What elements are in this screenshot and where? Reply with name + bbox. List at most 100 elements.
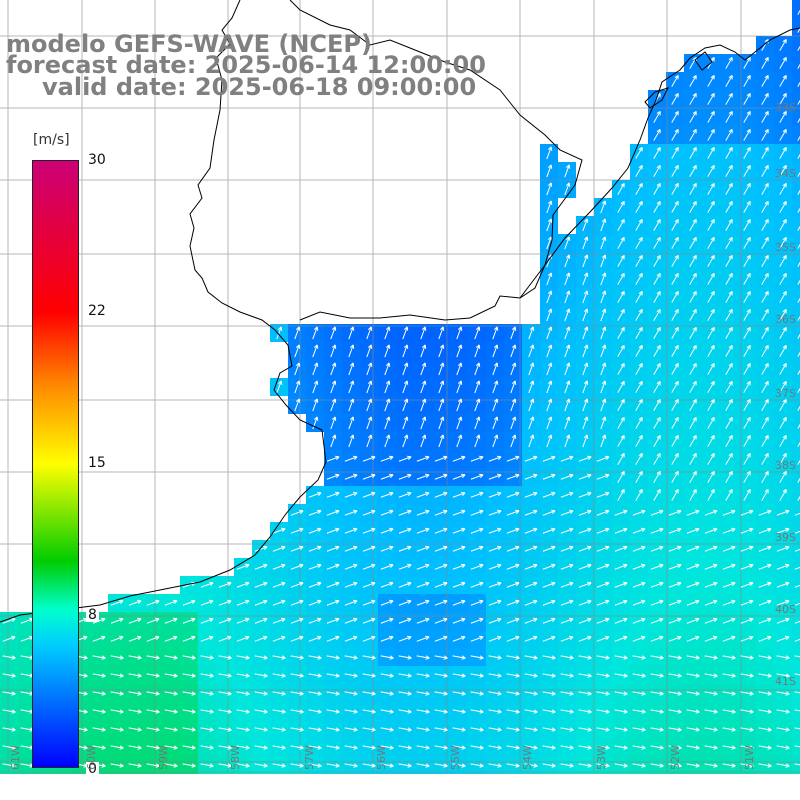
wind-arrow bbox=[452, 455, 466, 462]
wind-arrow bbox=[492, 380, 499, 394]
wind-arrow bbox=[617, 344, 625, 357]
wind-arrow bbox=[797, 189, 800, 195]
wind-arrow bbox=[653, 218, 661, 231]
wind-arrow bbox=[797, 387, 800, 393]
wind-arrow bbox=[668, 527, 682, 534]
wind-arrow bbox=[722, 509, 736, 516]
wind-arrow bbox=[596, 527, 610, 534]
wind-arrow bbox=[797, 333, 800, 339]
wind-arrow bbox=[779, 380, 787, 393]
wind-arrow bbox=[546, 416, 553, 430]
wind-arrow bbox=[510, 362, 517, 376]
wind-arrow bbox=[686, 599, 700, 606]
wind-arrow bbox=[564, 434, 571, 448]
wind-arrow bbox=[326, 527, 340, 534]
wind-arrow bbox=[797, 81, 800, 87]
wind-arrow bbox=[308, 545, 322, 552]
wind-arrow bbox=[578, 509, 592, 516]
wind-arrow bbox=[348, 380, 355, 394]
wind-arrow bbox=[524, 709, 538, 714]
lat-label: 33S bbox=[775, 101, 796, 114]
wind-arrow bbox=[524, 527, 538, 534]
wind-arrow bbox=[614, 727, 628, 732]
wind-arrow bbox=[546, 326, 553, 340]
wind-arrow bbox=[380, 709, 394, 714]
wind-arrow bbox=[470, 599, 484, 606]
wind-arrow bbox=[398, 455, 412, 462]
wind-arrow bbox=[524, 691, 538, 696]
wind-arrow bbox=[290, 635, 304, 642]
wind-arrow bbox=[600, 380, 607, 394]
wind-arrow bbox=[740, 581, 754, 588]
wind-arrow bbox=[524, 491, 538, 498]
wind-arrow bbox=[380, 491, 394, 498]
wind-arrow bbox=[492, 362, 499, 376]
wind-arrow bbox=[761, 488, 769, 501]
wind-arrow bbox=[362, 491, 376, 498]
wind-arrow bbox=[272, 727, 286, 732]
wind-arrow bbox=[290, 617, 304, 624]
wind-arrow bbox=[797, 351, 800, 357]
wind-arrow bbox=[380, 599, 394, 606]
wind-arrow bbox=[600, 236, 607, 250]
wind-arrow bbox=[707, 92, 715, 105]
wind-arrow bbox=[596, 455, 610, 462]
wind-arrow bbox=[506, 455, 520, 462]
wind-arrow bbox=[797, 441, 800, 447]
wind-arrow bbox=[564, 380, 571, 394]
wind-arrow bbox=[794, 727, 800, 730]
wind-arrow bbox=[452, 491, 466, 498]
wind-arrow bbox=[797, 297, 800, 303]
wind-arrow bbox=[416, 763, 430, 768]
wind-arrow bbox=[560, 509, 574, 516]
wind-arrow bbox=[528, 434, 535, 448]
wind-arrow bbox=[635, 146, 643, 159]
wind-cell bbox=[792, 216, 800, 234]
wind-arrow bbox=[761, 146, 769, 159]
wind-arrow bbox=[614, 635, 628, 642]
wind-arrow bbox=[596, 709, 610, 714]
wind-arrow bbox=[398, 509, 412, 516]
wind-arrow bbox=[653, 164, 661, 177]
wind-arrow bbox=[452, 617, 466, 624]
wind-arrow bbox=[254, 581, 268, 588]
wind-arrow bbox=[617, 488, 625, 501]
wind-arrow bbox=[146, 709, 160, 714]
wind-arrow bbox=[344, 581, 358, 588]
wind-arrow bbox=[506, 745, 520, 750]
wind-arrow bbox=[290, 763, 304, 768]
wind-cell bbox=[792, 720, 800, 738]
wind-arrow bbox=[758, 763, 772, 768]
lagoon bbox=[644, 51, 713, 109]
wind-arrow bbox=[200, 655, 214, 660]
wind-arrow bbox=[743, 326, 751, 339]
wind-arrow bbox=[218, 635, 232, 642]
wind-arrow bbox=[326, 655, 340, 660]
wind-arrow bbox=[474, 416, 481, 430]
wind-arrow bbox=[438, 416, 445, 430]
wind-arrow bbox=[542, 527, 556, 534]
wind-arrow bbox=[560, 691, 574, 696]
wind-arrow bbox=[420, 398, 427, 412]
wind-arrow bbox=[671, 218, 679, 231]
valid-date: valid date: 2025-06-18 09:00:00 bbox=[42, 73, 477, 101]
wind-arrow bbox=[398, 617, 412, 624]
wind-arrow bbox=[668, 763, 682, 768]
wind-arrow bbox=[416, 617, 430, 624]
wind-cell bbox=[792, 684, 800, 702]
wind-arrow bbox=[797, 63, 800, 69]
wind-arrow bbox=[402, 344, 409, 358]
wind-arrow bbox=[740, 509, 754, 516]
wind-arrow bbox=[635, 452, 643, 465]
wind-arrow bbox=[146, 691, 160, 696]
wind-arrow bbox=[617, 200, 625, 213]
wind-arrow bbox=[707, 272, 715, 285]
wind-arrow bbox=[200, 673, 214, 678]
wind-arrow bbox=[416, 727, 430, 732]
wind-arrow bbox=[779, 434, 787, 447]
wind-arrow bbox=[326, 673, 340, 678]
wind-arrow bbox=[578, 617, 592, 624]
wind-arrow bbox=[653, 488, 661, 501]
wind-arrow bbox=[506, 509, 520, 516]
wind-arrow bbox=[578, 673, 592, 678]
